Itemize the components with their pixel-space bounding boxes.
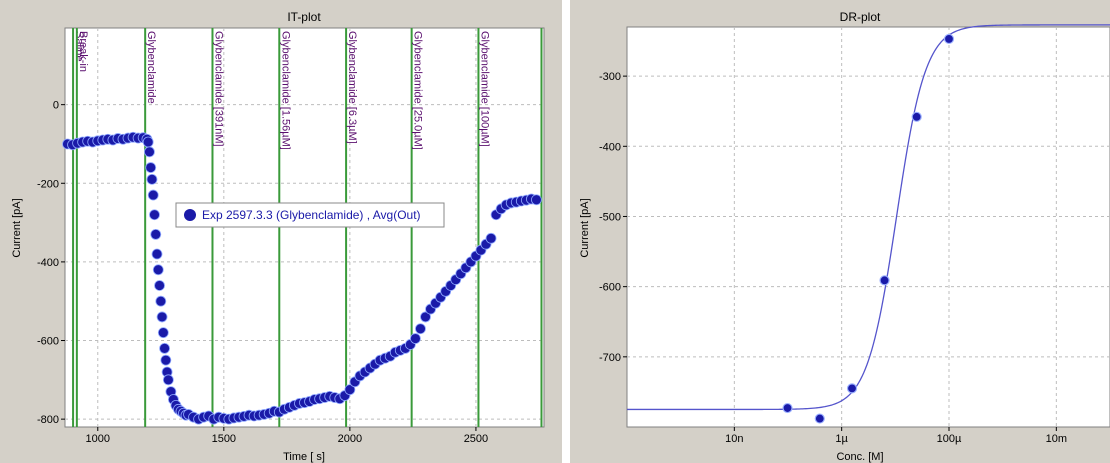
it-data-point <box>160 354 172 366</box>
dr-plot-area <box>626 26 1110 428</box>
it-data-point <box>155 295 167 307</box>
dr-y-tick-label: -400 <box>599 141 621 153</box>
dr-plot-panel: 10n 1µ 100µ 10m -300 -400 -500 -600 -700 DR-plot… <box>570 0 1110 463</box>
dr-plot-chart: 10n 1µ 100µ 10m -300 -400 -500 -600 -700 DR-plot… <box>570 0 1110 463</box>
dr-y-tick-label: -600 <box>599 282 621 294</box>
dr-y-tick-label: -300 <box>599 71 621 83</box>
it-legend-marker <box>184 209 196 221</box>
it-data-point <box>151 248 163 260</box>
dr-data-point <box>814 413 825 424</box>
it-data-point <box>149 209 160 221</box>
it-y-tick-label: 0 <box>53 100 59 112</box>
it-data-point <box>162 374 174 386</box>
it-data-point <box>420 311 431 323</box>
it-data-point <box>145 162 157 173</box>
dr-data-point <box>879 275 890 286</box>
dr-data-point <box>846 383 858 394</box>
it-data-point <box>531 194 542 206</box>
dr-x-tick-label: 10m <box>1046 433 1067 445</box>
dr-data-point <box>782 402 793 414</box>
it-event-label: Break-in <box>77 31 89 72</box>
it-legend-box <box>175 202 445 228</box>
it-legend-label: Exp 2597.3.3 (Glybenclamide) , Avg(Out) <box>202 208 421 222</box>
it-y-tick-label: -400 <box>37 257 59 269</box>
dr-x-tick-label: 100µ <box>937 433 962 445</box>
dr-y-tick-label: -700 <box>599 352 621 364</box>
dr-data-point <box>943 33 955 45</box>
it-plot-panel: Saline Break-in Glybenclamide Glybenclamide… <box>11 10 545 463</box>
it-y-tick-label: -800 <box>37 414 59 426</box>
it-event-label: Glybenclamide [6.3µM] <box>346 31 358 144</box>
it-data-point <box>154 280 165 291</box>
dr-fit-curve <box>627 24 1110 411</box>
it-data-point <box>144 146 155 158</box>
it-data-point <box>147 189 159 201</box>
dr-y-axis-label: Current [pA] <box>579 198 591 257</box>
it-legend: Exp 2597.3.3 (Glybenclamide) , Avg(Out) <box>175 202 445 228</box>
it-y-tick-label: -600 <box>37 336 59 348</box>
it-event-label: Glybenclamide [391nM] <box>212 31 224 147</box>
it-x-tick-label: 2000 <box>338 433 362 445</box>
it-event-label: Glybenclamide <box>145 31 157 104</box>
it-x-axis-label: Time [ s] <box>283 451 325 463</box>
it-data-point <box>159 342 170 354</box>
it-data-point <box>146 173 158 185</box>
it-data-point <box>142 136 154 148</box>
it-x-tick-label: 2500 <box>464 433 488 445</box>
it-y-tick-label: -200 <box>37 178 59 190</box>
dr-x-axis-label: Conc. [M] <box>836 451 883 463</box>
it-data-point <box>344 384 356 396</box>
dr-plot-title: DR-plot <box>840 10 881 24</box>
it-data-point <box>150 228 162 240</box>
it-event-label: Glybenclamide [100µM] <box>478 31 490 147</box>
it-data-point <box>410 333 421 344</box>
it-event-label: Glybenclamide [1.56µM] <box>279 31 291 150</box>
it-y-axis-label: Current [pA] <box>11 198 23 257</box>
dr-x-tick-label: 10n <box>725 433 743 445</box>
it-x-tick-label: 1500 <box>212 433 236 445</box>
it-event-label: Glybenclamide [25.0µM] <box>412 31 424 150</box>
dr-y-tick-label: -500 <box>599 211 621 223</box>
it-data-point <box>152 264 164 276</box>
dr-x-tick-label: 1µ <box>835 433 848 445</box>
it-data-point <box>156 311 168 323</box>
it-data-point <box>485 232 497 244</box>
panel-divider <box>562 0 570 463</box>
it-x-tick-label: 1000 <box>86 433 110 445</box>
it-data-point <box>157 327 169 339</box>
dr-data-point <box>911 111 922 122</box>
it-data-point <box>415 323 426 335</box>
it-plot-title: IT-plot <box>287 10 321 24</box>
